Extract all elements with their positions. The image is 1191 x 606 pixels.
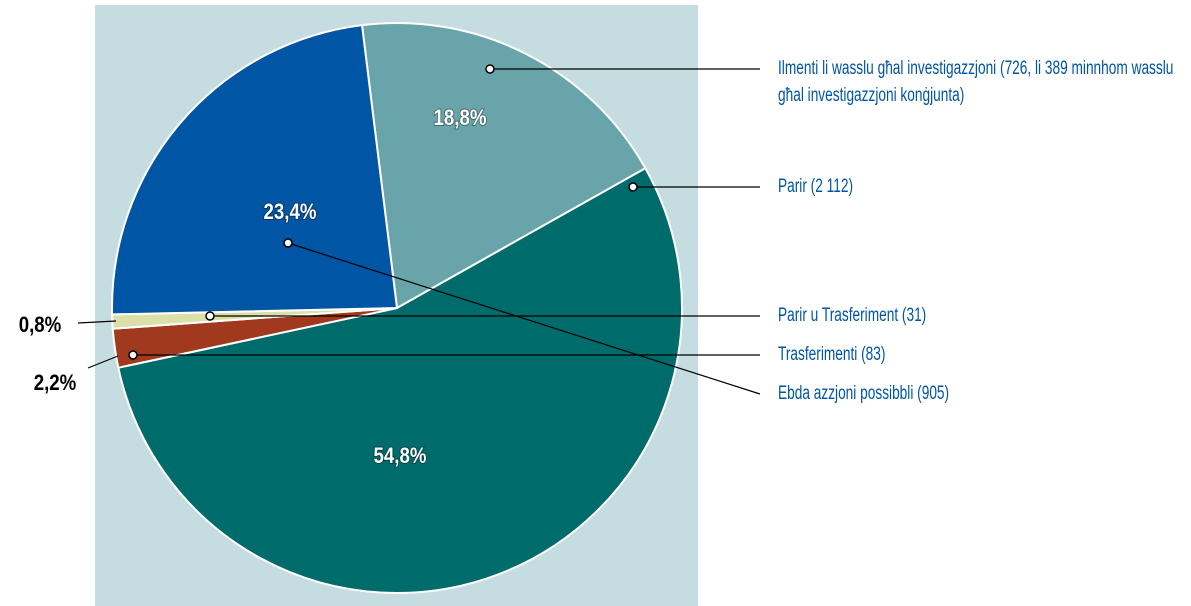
leader-dot	[485, 64, 495, 74]
legend-label: Parir u Trasferiment (31)	[778, 305, 927, 326]
leader-line	[287, 242, 761, 395]
leader-dot	[628, 182, 638, 192]
legend-label: Trasferimenti (83)	[778, 344, 886, 365]
legend-label: Ilmenti li wasslu għal investigazzjoni (…	[778, 58, 1174, 106]
value-label: 18,8%	[433, 106, 486, 130]
value-label: 0,8%	[19, 313, 62, 337]
leader-dot	[283, 238, 293, 248]
pie-slice	[117, 166, 683, 594]
leader-dot	[205, 311, 215, 321]
pie-slice	[360, 22, 647, 310]
value-label: 2,2%	[34, 371, 77, 395]
value-label: 23,4%	[263, 200, 316, 224]
value-label: 54,8%	[373, 444, 426, 468]
legend-label: Parir (2 112)	[778, 176, 854, 197]
pie-slice	[111, 24, 399, 316]
label-tick	[87, 355, 119, 369]
leader-dot	[128, 350, 138, 360]
label-tick	[77, 320, 117, 324]
legend-label: Ebda azzjoni possibbli (905)	[778, 383, 950, 404]
